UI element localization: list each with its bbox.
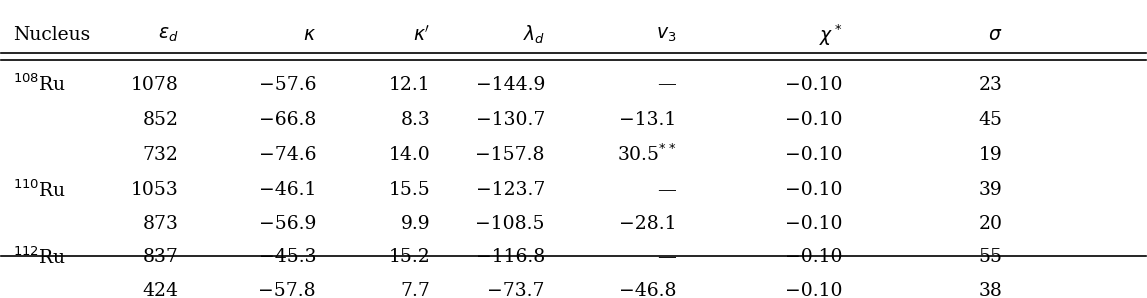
Text: $\kappa'$: $\kappa'$ <box>413 25 430 45</box>
Text: −66.8: −66.8 <box>259 111 317 129</box>
Text: 12.1: 12.1 <box>389 75 430 94</box>
Text: 19: 19 <box>978 146 1002 164</box>
Text: −57.8: −57.8 <box>258 282 317 298</box>
Text: −28.1: −28.1 <box>619 215 677 232</box>
Text: 30.5$^{**}$: 30.5$^{**}$ <box>617 144 677 165</box>
Text: 55: 55 <box>978 248 1002 266</box>
Text: $v_3$: $v_3$ <box>656 26 677 44</box>
Text: −56.9: −56.9 <box>259 215 317 232</box>
Text: −13.1: −13.1 <box>619 111 677 129</box>
Text: −46.8: −46.8 <box>619 282 677 298</box>
Text: −0.10: −0.10 <box>785 215 842 232</box>
Text: $^{108}$Ru: $^{108}$Ru <box>13 74 67 95</box>
Text: $^{112}$Ru: $^{112}$Ru <box>13 246 67 268</box>
Text: −157.8: −157.8 <box>475 146 545 164</box>
Text: 20: 20 <box>978 215 1002 232</box>
Text: Nucleus: Nucleus <box>13 26 91 44</box>
Text: 732: 732 <box>143 146 179 164</box>
Text: −130.7: −130.7 <box>476 111 545 129</box>
Text: 1053: 1053 <box>131 181 179 199</box>
Text: −108.5: −108.5 <box>475 215 545 232</box>
Text: $\kappa$: $\kappa$ <box>303 26 317 44</box>
Text: 39: 39 <box>978 181 1002 199</box>
Text: 45: 45 <box>978 111 1002 129</box>
Text: −144.9: −144.9 <box>476 75 545 94</box>
Text: 15.2: 15.2 <box>389 248 430 266</box>
Text: 852: 852 <box>142 111 179 129</box>
Text: −73.7: −73.7 <box>487 282 545 298</box>
Text: —: — <box>657 75 677 94</box>
Text: 7.7: 7.7 <box>400 282 430 298</box>
Text: 9.9: 9.9 <box>400 215 430 232</box>
Text: 14.0: 14.0 <box>389 146 430 164</box>
Text: −0.10: −0.10 <box>785 282 842 298</box>
Text: −0.10: −0.10 <box>785 248 842 266</box>
Text: −0.10: −0.10 <box>785 75 842 94</box>
Text: 424: 424 <box>142 282 179 298</box>
Text: −46.1: −46.1 <box>259 181 317 199</box>
Text: −0.10: −0.10 <box>785 181 842 199</box>
Text: −74.6: −74.6 <box>258 146 317 164</box>
Text: 8.3: 8.3 <box>400 111 430 129</box>
Text: −0.10: −0.10 <box>785 146 842 164</box>
Text: —: — <box>657 181 677 199</box>
Text: $^{110}$Ru: $^{110}$Ru <box>13 179 67 201</box>
Text: $\sigma$: $\sigma$ <box>989 26 1002 44</box>
Text: −45.3: −45.3 <box>258 248 317 266</box>
Text: −0.10: −0.10 <box>785 111 842 129</box>
Text: 837: 837 <box>143 248 179 266</box>
Text: 1078: 1078 <box>131 75 179 94</box>
Text: —: — <box>657 248 677 266</box>
Text: −123.7: −123.7 <box>476 181 545 199</box>
Text: 873: 873 <box>143 215 179 232</box>
Text: $\epsilon_d$: $\epsilon_d$ <box>158 26 179 44</box>
Text: 23: 23 <box>978 75 1002 94</box>
Text: $\lambda_d$: $\lambda_d$ <box>523 24 545 46</box>
Text: 15.5: 15.5 <box>389 181 430 199</box>
Text: 38: 38 <box>978 282 1002 298</box>
Text: −116.8: −116.8 <box>476 248 545 266</box>
Text: −57.6: −57.6 <box>258 75 317 94</box>
Text: $\chi^*$: $\chi^*$ <box>819 22 842 48</box>
